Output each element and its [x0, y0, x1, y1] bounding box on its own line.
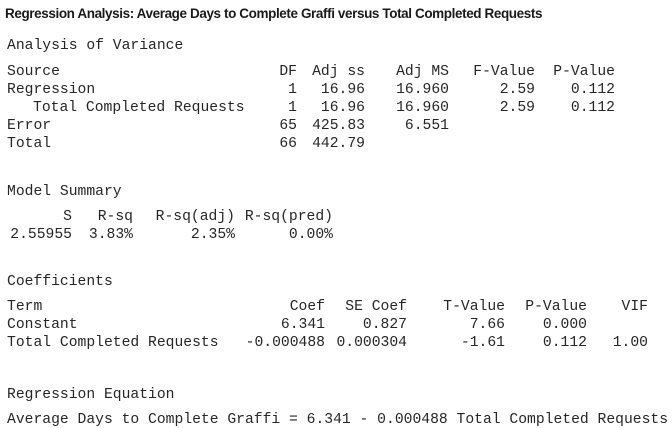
coefficients-heading: Coefficients: [7, 274, 113, 290]
adj-ss-cell: 442.79: [312, 136, 365, 152]
source-cell: Regression: [7, 82, 96, 98]
df-cell: 1: [288, 100, 297, 116]
coef-col-vif: VIF: [621, 299, 648, 315]
p-value-cell: [535, 117, 615, 135]
adj-ms-cell: [365, 135, 449, 153]
df-cell: 66: [279, 136, 297, 152]
coef-col-p-value: P-Value: [525, 299, 587, 315]
t-value-cell: -1.61: [460, 335, 505, 351]
p-value-cell: 0.112: [570, 82, 615, 98]
se-coef-cell: 0.827: [362, 317, 407, 333]
adj-ms-cell: 6.551: [404, 118, 449, 134]
adj-ss-cell: 425.83: [312, 118, 365, 134]
coefficients-row-constant: Constant 6.341 0.827 7.66 0.000: [7, 316, 648, 334]
adj-ms-cell: 16.960: [396, 100, 449, 116]
coef-col-term: Term: [7, 299, 43, 315]
vif-cell: 1.00: [612, 335, 648, 351]
model-summary-values-row: 2.55955 3.83% 2.35% 0.00%: [7, 226, 333, 244]
anova-section-heading: Analysis of Variance: [7, 38, 184, 54]
term-cell: Total Completed Requests: [7, 335, 219, 351]
p-value-cell: [535, 135, 615, 153]
r-sq-adj-value-cell: 2.35%: [190, 227, 235, 243]
anova-table: Source DF Adj ss Adj MS F-Value P-Value …: [7, 63, 615, 153]
model-summary-header-row: S R-sq R-sq(adj) R-sq(pred): [7, 208, 333, 226]
coef-col-coef: Coef: [289, 299, 325, 315]
adj-ss-cell: 16.96: [320, 100, 365, 116]
r-sq-pred-value-cell: 0.00%: [288, 227, 333, 243]
ms-col-s: S: [63, 209, 72, 225]
f-value-cell: [449, 135, 535, 153]
se-coef-cell: 0.000304: [336, 335, 407, 351]
coef-cell: 6.341: [280, 317, 325, 333]
coefficients-table: Term Coef SE Coef T-Value P-Value VIF Co…: [7, 298, 648, 352]
coef-col-se-coef: SE Coef: [345, 299, 407, 315]
adj-ms-cell: 16.960: [396, 82, 449, 98]
f-value-cell: 2.59: [499, 100, 535, 116]
t-value-cell: 7.66: [469, 317, 505, 333]
p-value-cell: 0.112: [570, 100, 615, 116]
source-cell: Total Completed Requests: [33, 100, 245, 116]
regression-equation-text: Average Days to Complete Graffi = 6.341 …: [7, 412, 669, 428]
anova-row-error: Error 65 425.83 6.551: [7, 117, 615, 135]
p-value-cell: 0.000: [542, 317, 587, 333]
anova-col-f-value: F-Value: [473, 64, 535, 80]
f-value-cell: 2.59: [499, 82, 535, 98]
source-cell: Error: [7, 118, 52, 134]
ms-col-r-sq: R-sq: [97, 209, 133, 225]
coef-cell: -0.000488: [245, 335, 325, 351]
coefficients-header-row: Term Coef SE Coef T-Value P-Value VIF: [7, 298, 648, 316]
anova-col-df: DF: [279, 64, 297, 80]
df-cell: 1: [288, 82, 297, 98]
anova-col-adj-ms: Adj MS: [396, 64, 449, 80]
coefficients-row-predictor: Total Completed Requests -0.000488 0.000…: [7, 334, 648, 352]
anova-header-row: Source DF Adj ss Adj MS F-Value P-Value: [7, 63, 615, 81]
anova-row-regression: Regression 1 16.96 16.960 2.59 0.112: [7, 81, 615, 99]
regression-equation-heading: Regression Equation: [7, 387, 175, 403]
anova-row-total: Total 66 442.79: [7, 135, 615, 153]
r-sq-value-cell: 3.83%: [88, 227, 133, 243]
vif-cell: [587, 316, 648, 334]
anova-col-p-value: P-Value: [553, 64, 615, 80]
term-cell: Constant: [7, 317, 78, 333]
coef-col-t-value: T-Value: [443, 299, 505, 315]
source-cell: Total: [7, 136, 52, 152]
anova-col-source: Source: [7, 64, 60, 80]
anova-col-adj-ss: Adj ss: [312, 64, 365, 80]
f-value-cell: [449, 117, 535, 135]
page-title: Regression Analysis: Average Days to Com…: [5, 6, 543, 21]
s-value-cell: 2.55955: [10, 227, 72, 243]
model-summary-heading: Model Summary: [7, 184, 122, 200]
df-cell: 65: [279, 118, 297, 134]
ms-col-r-sq-adj: R-sq(adj): [155, 209, 235, 225]
anova-row-predictor: Total Completed Requests 1 16.96 16.960 …: [7, 99, 615, 117]
adj-ss-cell: 16.96: [320, 82, 365, 98]
p-value-cell: 0.112: [542, 335, 587, 351]
ms-col-r-sq-pred: R-sq(pred): [244, 209, 333, 225]
model-summary-table: S R-sq R-sq(adj) R-sq(pred) 2.55955 3.83…: [7, 208, 333, 244]
